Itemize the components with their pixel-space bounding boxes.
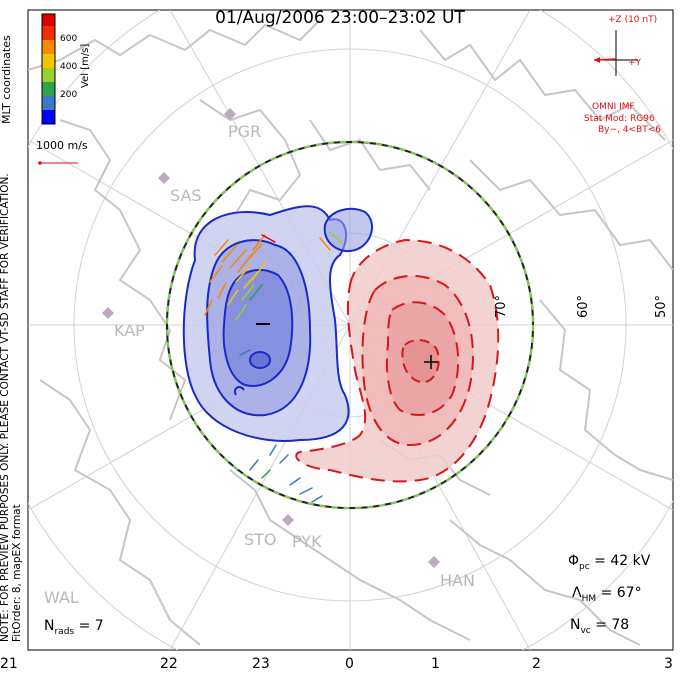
- color-bar-step-7: [42, 26, 55, 40]
- imf-z-label: +Z (10 nT): [608, 15, 658, 25]
- mlt-tick-21: 21: [0, 656, 18, 672]
- latitude-label-70: 70°: [494, 294, 509, 318]
- velocity-color-bar: [41, 13, 56, 125]
- station-kap: KAP: [114, 321, 145, 340]
- color-bar-step-6: [42, 40, 55, 54]
- color-bar-tick-200: 200: [60, 90, 78, 100]
- color-bar-tick-600: 600: [60, 34, 78, 44]
- color-bar-tick-400: 400: [60, 62, 78, 72]
- statistical-model: Stat Mod: RG96: [584, 114, 655, 124]
- color-bar-step-4: [42, 68, 55, 82]
- color-bar-step-2: [42, 96, 55, 110]
- imf-title: OMNI IMF: [592, 102, 635, 112]
- station-sto: STO: [244, 530, 277, 549]
- color-bar-step-3: [42, 82, 55, 96]
- latitude-label-60: 60°: [576, 294, 591, 318]
- station-han: HAN: [440, 571, 475, 590]
- coordinate-system-label: MLT coordinates: [0, 35, 13, 124]
- radar-count: Nrads = 7: [44, 618, 104, 637]
- scale-vector-arrow: [38, 161, 78, 165]
- station-wal: WAL: [44, 588, 79, 607]
- station-sas: SAS: [170, 186, 202, 205]
- fit-order-note: FitOrder: 8, mapEX format: [11, 504, 23, 642]
- color-bar-step-8: [42, 14, 55, 26]
- station-markers: [102, 108, 440, 568]
- imf-condition: By−, 4<BT<6: [598, 125, 661, 135]
- hm-boundary-latitude: ΛHM = 67°: [572, 585, 642, 604]
- station-pgr: PGR: [228, 122, 262, 141]
- map-title: 01/Aug/2006 23:00–23:02 UT: [215, 8, 465, 28]
- mlt-tick-1: 1: [431, 656, 440, 672]
- color-bar-step-5: [42, 54, 55, 68]
- latitude-label-50: 50°: [654, 294, 669, 318]
- positive-potential-cell: [295, 238, 500, 483]
- negative-potential-cell: [182, 205, 374, 442]
- imf-clock: [593, 30, 638, 76]
- imf-y-label: +Y: [628, 58, 642, 68]
- vector-count: Nvc = 78: [570, 617, 630, 636]
- cross-polar-potential: Φpc = 42 kV: [568, 553, 651, 572]
- mlt-tick-0: 0: [345, 656, 354, 672]
- mlt-tick-22: 22: [160, 656, 178, 672]
- mlt-tick-23: 23: [252, 656, 270, 672]
- preview-note: NOTE: FOR PREVIEW PURPOSES ONLY. PLEASE …: [0, 173, 11, 642]
- hm-boundary: [166, 141, 534, 509]
- station-pyk: PYK: [292, 532, 322, 551]
- color-bar-step-1: [42, 110, 55, 124]
- mlt-tick-3: 3: [664, 656, 673, 672]
- color-bar-label: Vel [m/s]: [80, 43, 91, 88]
- mlt-tick-2: 2: [532, 656, 541, 672]
- velocity-vectors: [204, 231, 343, 503]
- scale-vector-label: 1000 m/s: [36, 139, 88, 152]
